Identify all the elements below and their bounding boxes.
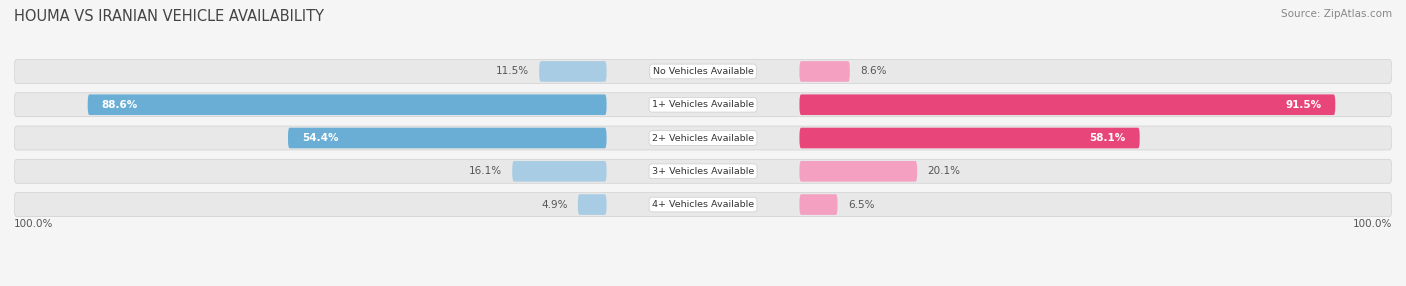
- FancyBboxPatch shape: [14, 159, 1392, 183]
- FancyBboxPatch shape: [288, 128, 606, 148]
- FancyBboxPatch shape: [14, 192, 1392, 217]
- Text: 58.1%: 58.1%: [1090, 133, 1126, 143]
- FancyBboxPatch shape: [512, 161, 606, 182]
- FancyBboxPatch shape: [14, 126, 1392, 150]
- Text: No Vehicles Available: No Vehicles Available: [652, 67, 754, 76]
- Text: 11.5%: 11.5%: [496, 66, 529, 76]
- Text: 6.5%: 6.5%: [848, 200, 875, 210]
- Text: Source: ZipAtlas.com: Source: ZipAtlas.com: [1281, 9, 1392, 19]
- FancyBboxPatch shape: [800, 128, 1140, 148]
- FancyBboxPatch shape: [87, 94, 606, 115]
- FancyBboxPatch shape: [14, 93, 1392, 117]
- Text: HOUMA VS IRANIAN VEHICLE AVAILABILITY: HOUMA VS IRANIAN VEHICLE AVAILABILITY: [14, 9, 323, 23]
- Text: 91.5%: 91.5%: [1285, 100, 1322, 110]
- Text: 8.6%: 8.6%: [860, 66, 887, 76]
- FancyBboxPatch shape: [800, 161, 917, 182]
- Text: 54.4%: 54.4%: [302, 133, 339, 143]
- FancyBboxPatch shape: [800, 194, 838, 215]
- FancyBboxPatch shape: [14, 59, 1392, 84]
- Text: 2+ Vehicles Available: 2+ Vehicles Available: [652, 134, 754, 142]
- Text: 20.1%: 20.1%: [928, 166, 960, 176]
- FancyBboxPatch shape: [800, 61, 849, 82]
- Text: 100.0%: 100.0%: [1353, 219, 1392, 229]
- FancyBboxPatch shape: [540, 61, 606, 82]
- Text: 88.6%: 88.6%: [101, 100, 138, 110]
- Text: 16.1%: 16.1%: [468, 166, 502, 176]
- FancyBboxPatch shape: [578, 194, 606, 215]
- FancyBboxPatch shape: [800, 94, 1336, 115]
- Text: 100.0%: 100.0%: [14, 219, 53, 229]
- Text: 4+ Vehicles Available: 4+ Vehicles Available: [652, 200, 754, 209]
- Text: 3+ Vehicles Available: 3+ Vehicles Available: [652, 167, 754, 176]
- Text: 4.9%: 4.9%: [541, 200, 568, 210]
- Text: 1+ Vehicles Available: 1+ Vehicles Available: [652, 100, 754, 109]
